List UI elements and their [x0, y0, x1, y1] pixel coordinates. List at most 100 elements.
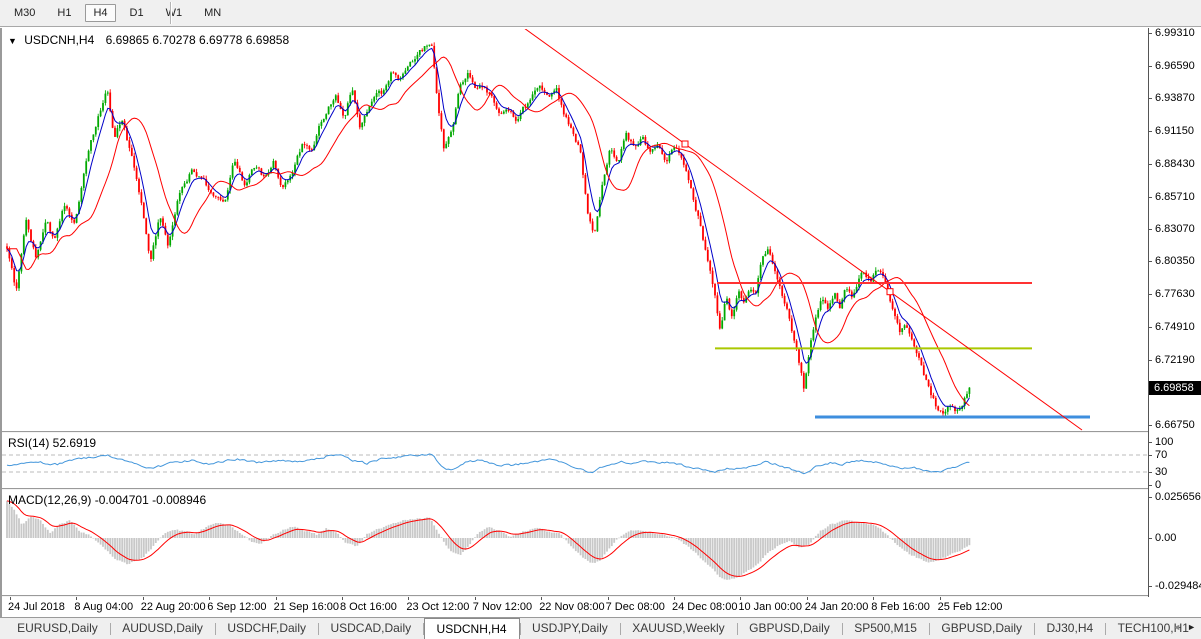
price-axis-border — [1148, 28, 1149, 597]
macd-axis-label-tick — [1148, 538, 1152, 539]
date-label: 24 Jan 20:00 — [804, 601, 869, 613]
tab-scroll-right-icon[interactable]: ► — [1187, 622, 1196, 632]
date-label: 22 Aug 20:00 — [140, 601, 206, 613]
price-axis-label: 6.72190 — [1155, 354, 1195, 366]
date-tick — [10, 597, 11, 600]
price-axis-label-tick — [1148, 33, 1152, 34]
toolbar-separator — [170, 2, 172, 24]
date-tick — [806, 597, 808, 600]
timeframe-button-h4[interactable]: H4 — [85, 4, 116, 22]
price-axis-label: 6.93870 — [1155, 92, 1195, 104]
date-label: 25 Feb 12:00 — [937, 601, 1003, 613]
macd-axis-label: 0.00 — [1155, 532, 1177, 544]
price-axis-label-tick — [1148, 327, 1152, 328]
price-axis-label: 6.96590 — [1155, 60, 1195, 72]
date-tick — [209, 597, 211, 600]
date-label: 7 Nov 12:00 — [472, 601, 533, 613]
date-tick — [674, 597, 675, 600]
price-axis-label-tick — [1148, 131, 1152, 132]
date-tick — [76, 597, 78, 600]
chart-tab-gbpusd-daily[interactable]: GBPUSD,Daily — [749, 621, 830, 635]
price-axis-label-tick — [1148, 229, 1152, 230]
panel-separator-2[interactable] — [2, 488, 1201, 490]
timeframe-button-h1[interactable]: H1 — [57, 7, 72, 19]
rsi-axis-label-tick — [1148, 485, 1152, 486]
date-label: 23 Oct 12:00 — [406, 601, 470, 613]
chart-tab-sp500-m15[interactable]: SP500,M15 — [854, 621, 917, 635]
price-axis-label-tick — [1148, 197, 1152, 198]
price-panel[interactable]: ▼ USDCNH,H4 6.69865 6.70278 6.69778 6.69… — [2, 29, 1148, 431]
rsi-axis-label-tick — [1148, 472, 1152, 473]
macd-panel[interactable]: MACD(12,26,9) -0.004701 -0.008946 — [2, 490, 1148, 595]
macd-axis-label-tick — [1148, 586, 1152, 587]
chart-symbol-label: USDCNH,H4 — [24, 33, 95, 47]
price-axis-label: 6.85710 — [1155, 191, 1195, 203]
price-axis-label-tick — [1148, 425, 1152, 426]
timeframe-buttons: M30 H1 H4 D1 W1 MN — [3, 0, 232, 22]
price-axis-label: 6.74910 — [1155, 321, 1195, 333]
price-axis-label: 6.88430 — [1155, 158, 1195, 170]
rsi-panel[interactable]: RSI(14) 52.6919 — [2, 433, 1148, 488]
price-axis-label-tick — [1148, 261, 1152, 262]
date-label: 8 Feb 16:00 — [871, 601, 930, 613]
chart-tab-eurusd-daily[interactable]: EURUSD,Daily — [17, 621, 98, 635]
time-axis: 24 Jul 2018 8 Aug 04:00 22 Aug 20:00 6 Sep … — [2, 597, 1148, 617]
rsi-axis-label-tick — [1148, 455, 1152, 456]
date-tick — [939, 597, 941, 600]
macd-axis-label: 0.025656 — [1155, 491, 1201, 503]
chart-tab-audusd-daily[interactable]: AUDUSD,Daily — [122, 621, 203, 635]
date-label: 22 Nov 08:00 — [539, 601, 605, 613]
chart-tabbar: EURUSD,Daily AUDUSD,Daily USDCHF,Daily USDC… — [0, 617, 1201, 639]
chart-tab-xauusd-weekly[interactable]: XAUUSD,Weekly — [632, 621, 725, 635]
timeframe-button-d1[interactable]: D1 — [129, 7, 144, 19]
price-axis-label-tick — [1148, 164, 1152, 165]
date-label: 21 Sep 16:00 — [273, 601, 340, 613]
date-label: 7 Dec 08:00 — [605, 601, 665, 613]
rsi-axis-label-tick — [1148, 442, 1152, 443]
timeframe-button-m30[interactable]: M30 — [14, 7, 36, 19]
date-tick — [342, 597, 343, 600]
chart-tab-gbpusd-daily[interactable]: GBPUSD,Daily — [941, 621, 1023, 635]
price-axis-label: 6.91150 — [1155, 125, 1194, 137]
price-axis-label-tick — [1148, 360, 1152, 361]
price-axis-label: 6.80350 — [1155, 255, 1195, 267]
macd-axis-label-tick — [1148, 497, 1152, 498]
chart-ohlc-values: 6.69865 6.70278 6.69778 6.69858 — [105, 33, 290, 47]
date-tick — [740, 597, 742, 600]
timeframe-toolbar: M30 H1 H4 D1 W1 MN — [0, 0, 1201, 27]
rsi-axis-label: 100 — [1155, 436, 1174, 448]
chart-tab-dj30-h4[interactable]: DJ30,H4 — [1046, 621, 1094, 635]
date-label: 8 Aug 04:00 — [74, 601, 134, 613]
date-tick — [541, 597, 543, 600]
macd-label: MACD(12,26,9) -0.004701 -0.008946 — [8, 493, 207, 507]
current-price-tag: 6.69858 — [1149, 381, 1201, 395]
panel-separator-1[interactable] — [2, 431, 1201, 433]
chart-tab-usdcad-daily[interactable]: USDCAD,Daily — [330, 621, 412, 635]
date-tick — [607, 597, 609, 600]
date-tick — [275, 597, 277, 600]
price-axis: 6.99310 6.96590 6.93870 6.91150 6.88430 6.857… — [1148, 27, 1201, 597]
chart-tab-tech100-h1[interactable]: TECH100,H1 — [1117, 621, 1189, 635]
price-axis-label: 6.77630 — [1155, 288, 1195, 300]
tab-scroll-left-icon[interactable]: ◄ — [1172, 622, 1182, 632]
timeframe-button-mn[interactable]: MN — [204, 7, 222, 19]
chart-tab-usdjpy-daily[interactable]: USDJPY,Daily — [531, 621, 608, 635]
date-tick — [474, 597, 476, 600]
chart-tab-usdchf-daily[interactable]: USDCHF,Daily — [227, 621, 307, 635]
date-label: 24 Dec 08:00 — [672, 601, 738, 613]
rsi-axis-label: 0 — [1155, 479, 1162, 491]
price-axis-label-tick — [1148, 66, 1152, 67]
chart-title: ▼ USDCNH,H4 6.69865 6.70278 6.69778 6.69… — [8, 33, 289, 47]
timeframe-button-w1[interactable]: W1 — [165, 7, 183, 19]
macd-axis-label: -0.029484 — [1155, 580, 1201, 592]
rsi-axis-label: 70 — [1155, 449, 1168, 461]
chart-dropdown-icon[interactable]: ▼ — [8, 36, 17, 46]
price-axis-label-tick — [1148, 98, 1152, 99]
tab-scroll-arrows: ◄ ► — [1169, 622, 1199, 632]
panel-separator-3 — [2, 595, 1201, 597]
date-label: 10 Jan 00:00 — [738, 601, 803, 613]
chart-window: ▼ USDCNH,H4 6.69865 6.70278 6.69778 6.69… — [0, 27, 1201, 617]
price-axis-label-tick — [1148, 294, 1152, 295]
chart-tab-usdcnh-h4[interactable]: USDCNH,H4 — [423, 618, 520, 639]
